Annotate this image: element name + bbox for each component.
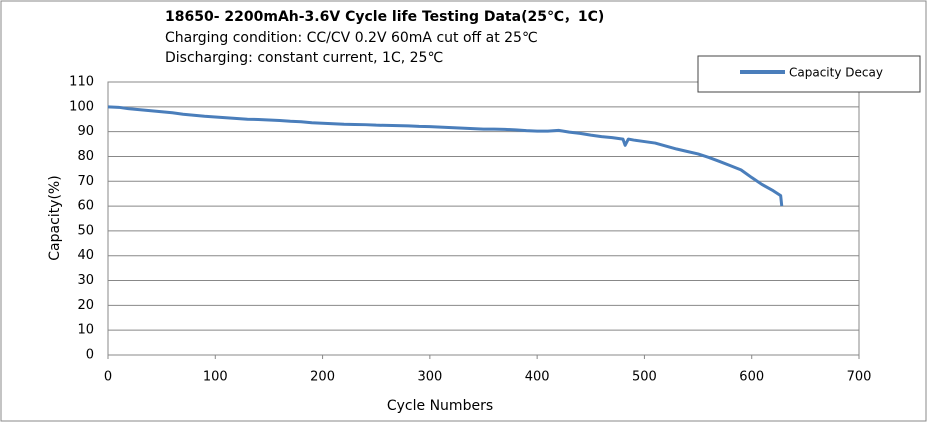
y-tick-label: 0 [86, 348, 94, 363]
x-tick-label: 700 [847, 370, 872, 385]
chart-title: 18650- 2200mAh-3.6V Cycle life Testing D… [165, 9, 604, 25]
chart-subtitle: Discharging: constant current, 1C, 25℃ [165, 50, 443, 66]
x-tick-label: 0 [104, 370, 112, 385]
legend-label: Capacity Decay [789, 66, 883, 80]
y-tick-label: 10 [77, 323, 94, 338]
chart-subtitle: Charging condition: CC/CV 0.2V 60mA cut … [165, 30, 538, 46]
y-tick-label: 50 [77, 223, 94, 238]
x-tick-label: 200 [310, 370, 335, 385]
y-tick-label: 90 [77, 124, 94, 139]
y-tick-label: 30 [77, 273, 94, 288]
data-line [107, 105, 784, 207]
x-tick-label: 300 [417, 370, 442, 385]
y-tick-label: 20 [77, 298, 94, 313]
x-tick-label: 400 [525, 370, 550, 385]
x-tick-label: 500 [632, 370, 657, 385]
x-tick-label: 100 [203, 370, 228, 385]
y-tick-label: 70 [77, 174, 94, 189]
y-tick-label: 60 [77, 199, 94, 214]
y-tick-label: 80 [77, 149, 94, 164]
legend-box [697, 55, 921, 93]
x-axis-label: Cycle Numbers [387, 398, 493, 414]
y-tick-label: 100 [69, 99, 94, 114]
y-tick-label: 40 [77, 248, 94, 263]
x-tick-label: 600 [739, 370, 764, 385]
y-axis-label: Capacity(%) [47, 175, 63, 260]
y-tick-label: 110 [69, 75, 94, 90]
